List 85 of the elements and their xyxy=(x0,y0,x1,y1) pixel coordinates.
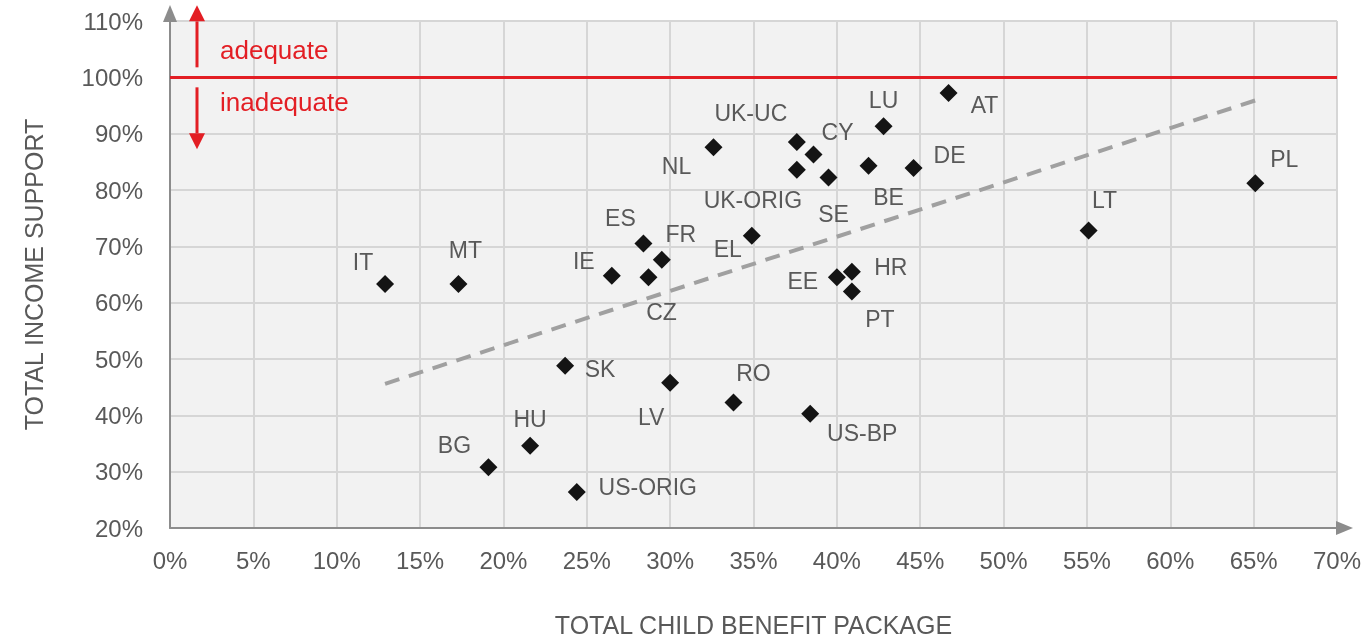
annotation: adequate xyxy=(220,35,329,66)
x-tick-label: 20% xyxy=(479,546,528,574)
x-tick-label: 45% xyxy=(896,546,945,574)
series-label: BG xyxy=(437,432,472,459)
point xyxy=(449,275,468,294)
series-label: IE xyxy=(572,247,595,274)
point xyxy=(859,156,878,175)
point xyxy=(1246,174,1265,193)
point xyxy=(1079,221,1098,240)
point xyxy=(842,262,861,281)
point xyxy=(639,268,658,287)
point xyxy=(556,356,575,375)
y-tick-label: 20% xyxy=(94,514,143,542)
series-label: UK-ORIG xyxy=(703,186,803,213)
x-tick-label: 50% xyxy=(979,546,1028,574)
y-tick-label: 50% xyxy=(94,345,143,373)
y-tick-label: 70% xyxy=(94,232,143,260)
series-label: NL xyxy=(661,153,692,180)
series-label: LU xyxy=(868,87,899,114)
x-tick-label: 60% xyxy=(1146,546,1195,574)
point xyxy=(787,160,806,179)
point xyxy=(827,268,846,287)
y-tick-label: 110% xyxy=(83,7,143,35)
y-tick-label: 80% xyxy=(94,176,143,204)
series-label: IT xyxy=(352,249,374,276)
series-label: ES xyxy=(605,204,636,231)
x-tick-label: 15% xyxy=(396,546,445,574)
x-tick-label: 40% xyxy=(812,546,861,574)
series-label: US-BP xyxy=(827,419,898,446)
series-label: CZ xyxy=(646,299,677,326)
series-label: BE xyxy=(873,183,904,210)
x-tick-label: 5% xyxy=(236,546,271,574)
x-tick-label: 70% xyxy=(1312,546,1362,574)
series-label: RO xyxy=(736,360,771,387)
series-label: UK-UC xyxy=(714,100,788,127)
point xyxy=(479,458,498,477)
series-label: EL xyxy=(713,235,743,262)
point xyxy=(724,393,743,412)
series-label: HU xyxy=(513,405,547,432)
point xyxy=(634,234,653,253)
point xyxy=(939,84,958,103)
series-label: PL xyxy=(1270,146,1299,173)
point xyxy=(904,159,923,178)
point xyxy=(567,482,586,501)
x-tick-label: 35% xyxy=(729,546,778,574)
y-tick-label: 90% xyxy=(94,120,143,148)
x-tick-label: 0% xyxy=(152,546,188,574)
series-label: HR xyxy=(874,253,908,280)
x-tick-label: 25% xyxy=(562,546,611,574)
point xyxy=(819,168,838,187)
x-tick-label: 65% xyxy=(1229,546,1278,574)
point xyxy=(874,117,893,136)
point xyxy=(801,404,820,423)
point xyxy=(704,138,723,157)
series-label: EE xyxy=(787,268,819,295)
point xyxy=(661,373,680,392)
point xyxy=(804,145,823,164)
series-label: MT xyxy=(448,237,483,264)
series-label: FR xyxy=(665,220,697,247)
series-label: LV xyxy=(637,403,666,430)
series-label: US-ORIG xyxy=(598,473,697,500)
series-label: PT xyxy=(865,306,895,333)
x-axis-title: TOTAL CHILD BENEFIT PACKAGE xyxy=(554,610,953,639)
y-tick-label: 100% xyxy=(81,63,143,91)
series-label: CY xyxy=(821,118,854,145)
point xyxy=(521,436,540,455)
y-tick-label: 40% xyxy=(94,401,143,429)
y-tick-label: 60% xyxy=(94,289,143,317)
series-label: AT xyxy=(970,92,999,119)
x-tick-label: 55% xyxy=(1062,546,1111,574)
point xyxy=(842,282,861,301)
point xyxy=(787,133,806,152)
series-label: DE xyxy=(933,142,966,169)
series-label: SK xyxy=(584,355,617,382)
point xyxy=(742,226,761,245)
x-tick-label: 30% xyxy=(646,546,695,574)
series-label: SE xyxy=(818,200,849,227)
point xyxy=(652,250,671,269)
y-axis-title: TOTAL INCOME SUPPORT xyxy=(19,118,48,431)
annotation: inadequate xyxy=(220,87,349,118)
y-tick-label: 30% xyxy=(94,458,143,486)
point xyxy=(376,275,395,294)
x-tick-label: 10% xyxy=(312,546,361,574)
point xyxy=(602,266,621,285)
series-label: LT xyxy=(1092,186,1118,213)
